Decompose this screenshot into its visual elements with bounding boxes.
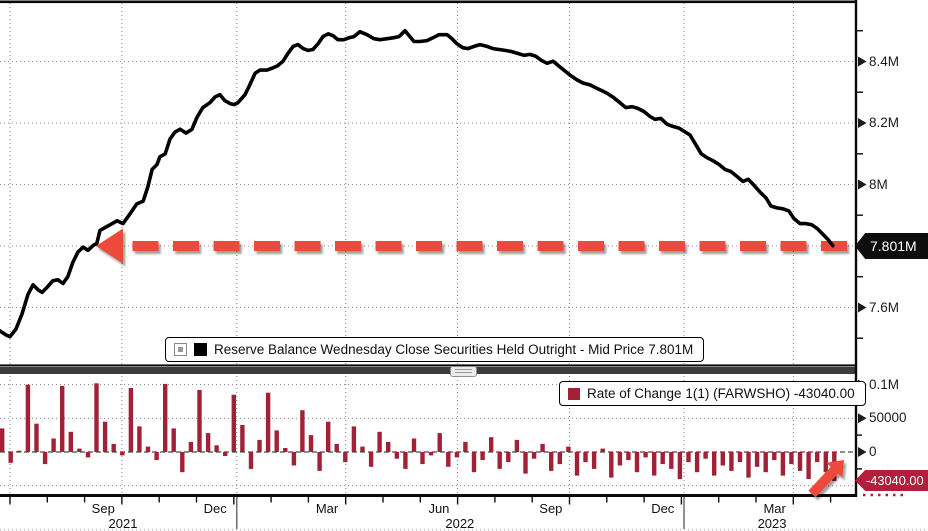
axis-frame xyxy=(0,0,858,497)
target-level-arrow xyxy=(96,228,847,264)
y-tick-label-0: 0 xyxy=(869,444,877,459)
y-tick-label-8.4M: 8.4M xyxy=(869,53,900,69)
price-series-swatch xyxy=(194,343,207,356)
last-price-tag: 7.801M xyxy=(855,233,928,259)
y-tick-label-8M: 8M xyxy=(869,176,888,192)
x-month-label-Jun: Jun xyxy=(428,501,450,516)
last-change-value: -43040.00 xyxy=(866,473,924,488)
y-tick-label-50000: 50000 xyxy=(869,410,907,426)
x-month-label-Dec: Dec xyxy=(203,501,227,516)
legend-bottom[interactable]: Rate of Change 1(1) (FARWSHO) -43040.00 xyxy=(559,381,866,406)
panel-splitter-handle[interactable] xyxy=(450,366,477,377)
y-tick-label-7.6M: 7.6M xyxy=(869,299,900,315)
x-month-label-Sep: Sep xyxy=(539,501,563,516)
y-tick-label-8.2M: 8.2M xyxy=(869,115,900,130)
x-year-label-2022: 2022 xyxy=(445,516,475,531)
highlight-arrow xyxy=(808,460,844,498)
x-year-label-2023: 2023 xyxy=(757,516,787,531)
x-axis-ticks xyxy=(0,493,928,531)
expand-icon-glyph xyxy=(178,347,183,352)
legend-top[interactable]: Reserve Balance Wednesday Close Securiti… xyxy=(165,337,705,362)
legend-top-label: Reserve Balance Wednesday Close Securiti… xyxy=(214,342,694,357)
change-series-swatch xyxy=(568,387,580,400)
x-year-label-2021: 2021 xyxy=(108,516,138,531)
x-month-label-Dec: Dec xyxy=(651,501,675,516)
price-line-series[interactable] xyxy=(0,28,835,339)
last-price-value: 7.801M xyxy=(870,238,917,254)
x-month-label-Sep: Sep xyxy=(91,501,115,516)
horizontal-gridlines xyxy=(0,60,856,487)
x-month-label-Mar: Mar xyxy=(763,501,786,516)
expand-icon[interactable] xyxy=(174,343,187,356)
last-change-tag: -43040.00 xyxy=(855,470,928,491)
y-tick-label-0.1M: 0.1M xyxy=(869,376,900,392)
vertical-gridlines xyxy=(9,3,794,493)
legend-bottom-label: Rate of Change 1(1) (FARWSHO) -43040.00 xyxy=(587,386,855,401)
x-month-label-Mar: Mar xyxy=(315,501,339,516)
